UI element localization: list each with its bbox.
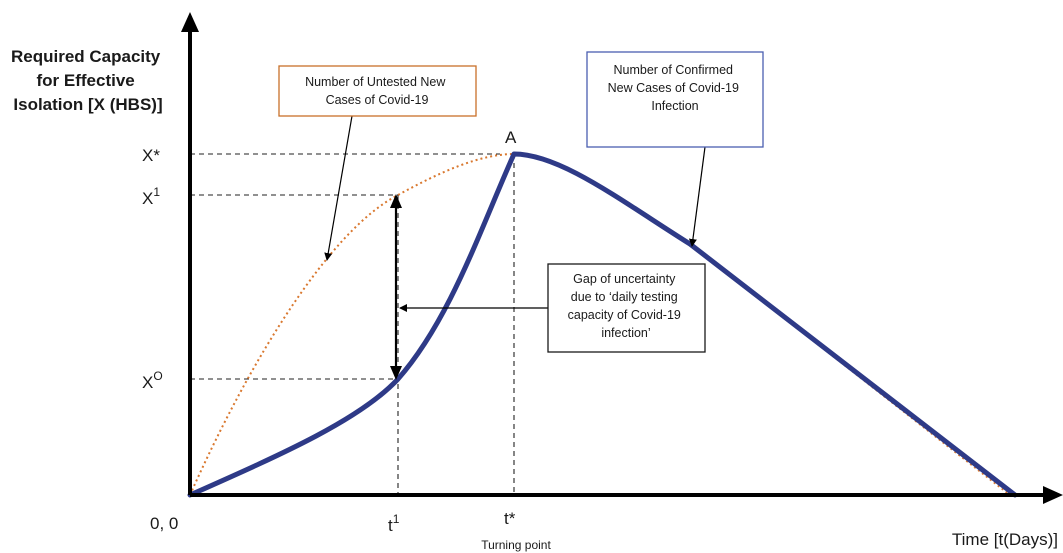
tick-x-star: X* — [142, 146, 160, 165]
tick-t1: t1 — [388, 512, 400, 535]
untested-callout-text: Number of Untested New Cases of Covid-19 — [305, 75, 449, 107]
origin-label: 0, 0 — [150, 514, 178, 533]
untested-callout-box — [278, 65, 477, 117]
peak-label: A — [505, 128, 517, 147]
y-axis-title: Required Capacity for Effective Isolatio… — [11, 47, 165, 114]
gap-callout-text: Gap of uncertainty due to ‘daily testing… — [568, 272, 685, 340]
tick-t-star: t* — [504, 509, 516, 528]
turning-point-label: Turning point — [481, 538, 551, 552]
confirmed-callout-text: Number of Confirmed New Cases of Covid-1… — [608, 63, 743, 113]
axes — [181, 12, 1063, 504]
x-axis-title: Time [t(Days)] — [952, 530, 1058, 549]
guide-lines — [190, 153, 515, 495]
x-axis-arrowhead — [1043, 486, 1063, 504]
y-axis-arrowhead — [181, 12, 199, 32]
confirmed-pointer — [688, 146, 706, 247]
tick-x1: X1 — [142, 185, 160, 208]
confirmed-callout-box — [586, 51, 764, 148]
gap-callout-box — [547, 263, 706, 353]
untested-pointer — [324, 115, 353, 261]
gap-arrow — [390, 194, 402, 380]
tick-x0: XO — [142, 369, 163, 392]
confirmed-cases-curve — [187, 151, 1018, 498]
